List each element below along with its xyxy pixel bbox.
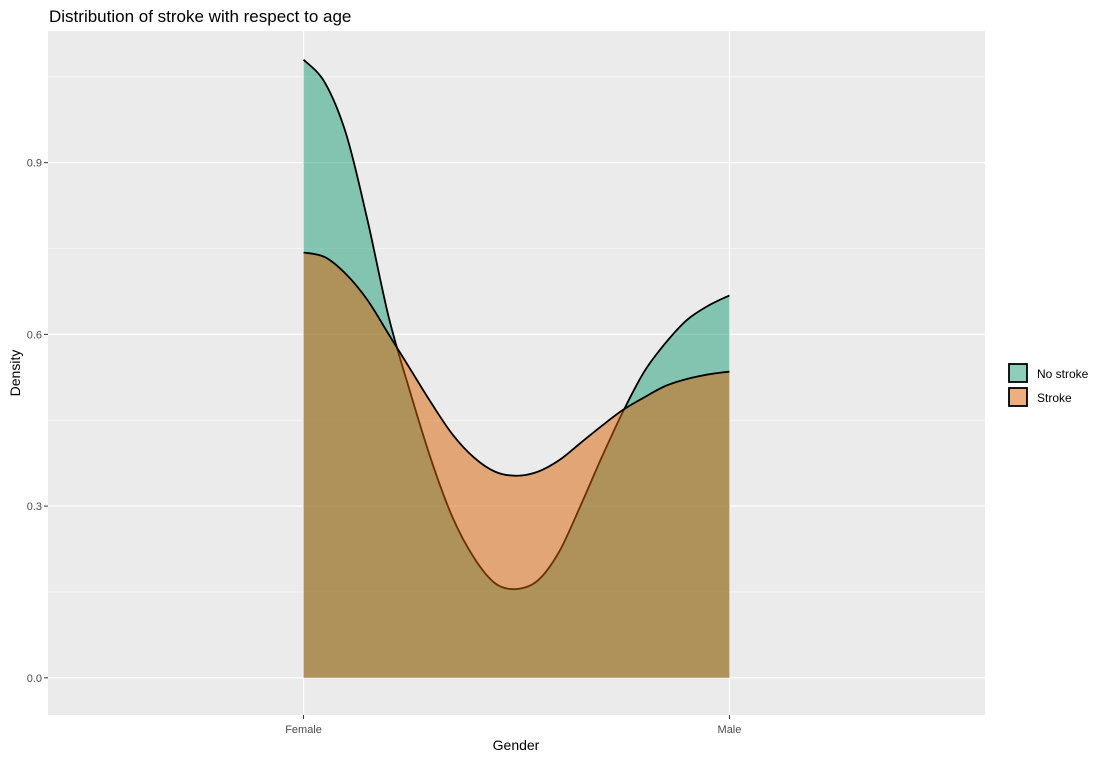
x-tick-label: Male — [718, 724, 742, 736]
legend-label-no-stroke: No stroke — [1037, 367, 1089, 381]
density-line-stroke — [303, 251, 730, 477]
y-tick-label: 0.9 — [27, 158, 42, 170]
legend-key-stroke — [1008, 387, 1028, 407]
y-axis-ticks: 0.0 0.3 0.6 0.9 — [27, 158, 48, 685]
y-tick-label: 0.0 — [27, 673, 42, 685]
density-area-stroke — [303, 252, 730, 678]
chart-title: Distribution of stroke with respect to a… — [49, 7, 351, 26]
x-tick-label: Female — [285, 724, 322, 736]
y-tick-label: 0.3 — [27, 501, 42, 513]
y-axis-title: Density — [7, 350, 23, 397]
y-tick-label: 0.6 — [27, 329, 42, 341]
legend-key-no-stroke — [1008, 363, 1028, 383]
density-areas — [302, 58, 730, 678]
legend: No stroke Stroke — [1008, 363, 1089, 407]
x-axis-title: Gender — [493, 737, 540, 753]
legend-label-stroke: Stroke — [1037, 391, 1072, 405]
x-axis-ticks: Female Male — [285, 715, 741, 736]
